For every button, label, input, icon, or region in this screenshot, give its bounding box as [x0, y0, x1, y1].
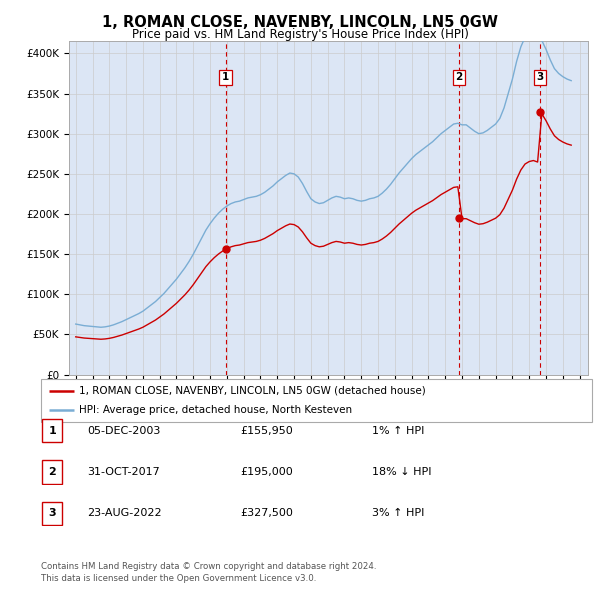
Text: £195,000: £195,000	[240, 467, 293, 477]
Text: £327,500: £327,500	[240, 509, 293, 518]
FancyBboxPatch shape	[42, 460, 62, 484]
Text: 1, ROMAN CLOSE, NAVENBY, LINCOLN, LN5 0GW: 1, ROMAN CLOSE, NAVENBY, LINCOLN, LN5 0G…	[102, 15, 498, 30]
Text: 2: 2	[455, 73, 463, 83]
Text: 1% ↑ HPI: 1% ↑ HPI	[372, 426, 424, 435]
FancyBboxPatch shape	[42, 419, 62, 442]
FancyBboxPatch shape	[42, 502, 62, 525]
Text: 1: 1	[49, 426, 56, 435]
Text: 3% ↑ HPI: 3% ↑ HPI	[372, 509, 424, 518]
FancyBboxPatch shape	[41, 379, 592, 422]
Text: 18% ↓ HPI: 18% ↓ HPI	[372, 467, 431, 477]
Text: 05-DEC-2003: 05-DEC-2003	[87, 426, 160, 435]
Text: 3: 3	[536, 73, 544, 83]
Text: 1, ROMAN CLOSE, NAVENBY, LINCOLN, LN5 0GW (detached house): 1, ROMAN CLOSE, NAVENBY, LINCOLN, LN5 0G…	[79, 386, 426, 396]
Text: 1: 1	[222, 73, 229, 83]
Text: Price paid vs. HM Land Registry's House Price Index (HPI): Price paid vs. HM Land Registry's House …	[131, 28, 469, 41]
Point	[221, 245, 230, 254]
Text: 23-AUG-2022: 23-AUG-2022	[87, 509, 161, 518]
Text: £155,950: £155,950	[240, 426, 293, 435]
Text: HPI: Average price, detached house, North Kesteven: HPI: Average price, detached house, Nort…	[79, 405, 352, 415]
Text: 3: 3	[49, 509, 56, 518]
Point	[535, 107, 545, 116]
Text: 2: 2	[49, 467, 56, 477]
Point	[454, 214, 464, 223]
Text: 31-OCT-2017: 31-OCT-2017	[87, 467, 160, 477]
Text: Contains HM Land Registry data © Crown copyright and database right 2024.
This d: Contains HM Land Registry data © Crown c…	[41, 562, 376, 583]
